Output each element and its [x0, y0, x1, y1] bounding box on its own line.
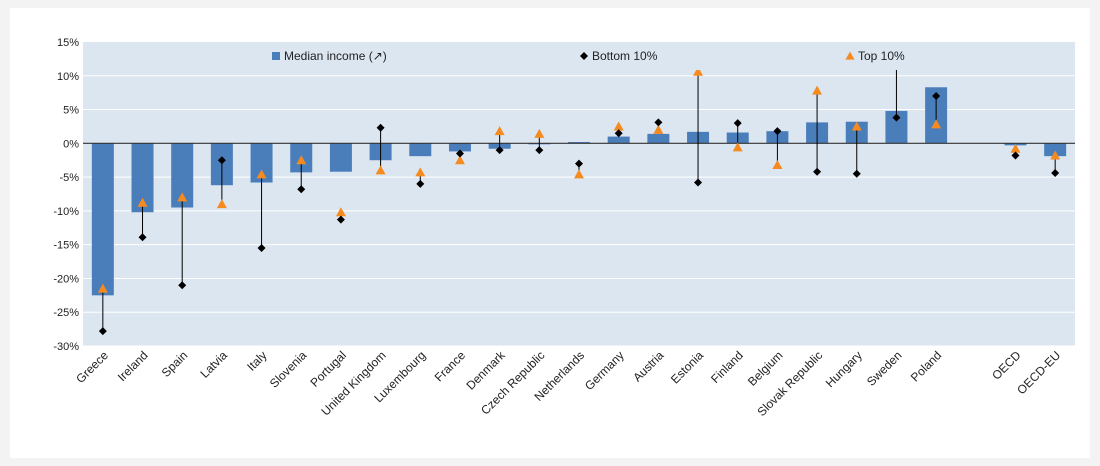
bar-median-income: [250, 143, 273, 183]
point-bottom-10: [892, 113, 901, 122]
point-top-10: [296, 155, 307, 165]
point-bottom-10: [654, 118, 663, 127]
point-top-10: [137, 197, 148, 207]
y-tick-label: -30%: [53, 341, 79, 353]
x-tick-label: France: [432, 348, 469, 385]
bar-median-income: [329, 143, 352, 172]
legend-label: Median income (↗): [284, 49, 387, 63]
x-tick-label: OECD-EU: [1014, 348, 1063, 397]
chart: 15% 10% 5% 0% -5% -10% -15% -20% -25% -30% Greece…: [53, 37, 1075, 419]
point-top-10: [851, 121, 862, 131]
legend-swatch-top-10: [845, 51, 855, 60]
point-bottom-10: [773, 127, 782, 136]
x-tick-label: Sweden: [864, 348, 905, 389]
bar-median-income: [91, 143, 114, 296]
point-bottom-10: [257, 244, 266, 253]
point-bottom-10: [535, 146, 544, 155]
point-top-10: [256, 169, 267, 179]
y-tick-label: -20%: [53, 273, 79, 285]
point-top-10: [1050, 150, 1061, 160]
point-bottom-10: [813, 167, 822, 176]
point-top-10: [1010, 143, 1021, 153]
point-bottom-10: [575, 159, 583, 168]
bar-median-income: [409, 143, 432, 157]
point-bottom-10: [1011, 151, 1020, 160]
y-tick-label: 10%: [57, 71, 79, 83]
y-tick-label: -15%: [53, 240, 79, 252]
y-tick-label: 15%: [57, 37, 79, 49]
point-bottom-10: [217, 156, 226, 165]
point-bottom-10: [297, 185, 306, 194]
legend-label: Bottom 10%: [592, 49, 658, 63]
point-bottom-10: [694, 178, 703, 187]
bar-median-income: [131, 143, 154, 213]
point-bottom-10: [614, 129, 623, 138]
x-tick-label: Latvia: [197, 348, 230, 381]
point-bottom-10: [932, 92, 941, 101]
x-tick-label: Poland: [908, 348, 944, 384]
point-top-10: [732, 142, 743, 152]
legend-swatch-median-income: [272, 52, 280, 60]
point-bottom-10: [336, 215, 345, 224]
x-tick-label: Estonia: [668, 348, 706, 386]
bar-median-income: [1044, 143, 1067, 157]
bar-median-income: [647, 133, 670, 144]
point-top-10: [97, 283, 108, 293]
point-top-10: [613, 121, 624, 131]
point-bottom-10: [733, 119, 742, 128]
x-tick-label: Slovenia: [267, 348, 310, 391]
x-tick-label: Germany: [582, 348, 627, 393]
point-top-10: [375, 165, 386, 175]
point-top-10: [216, 199, 227, 209]
y-tick-label: -25%: [53, 307, 79, 319]
point-bottom-10: [495, 146, 504, 155]
point-bottom-10: [1051, 169, 1060, 178]
y-tick-label: -10%: [53, 206, 79, 218]
bar-median-income: [885, 110, 908, 144]
legend-band: [83, 42, 1075, 70]
point-bottom-10: [98, 327, 107, 336]
point-top-10: [454, 155, 465, 165]
point-top-10: [494, 126, 505, 136]
legend-swatch-bottom-10: [580, 52, 588, 60]
x-tick-label: Finland: [708, 348, 746, 386]
x-tick-label: Austria: [630, 348, 667, 385]
y-tick-label: -5%: [59, 172, 79, 184]
x-tick-label: Greece: [73, 348, 111, 386]
point-top-10: [693, 66, 704, 76]
x-tick-label: Italy: [244, 348, 269, 373]
bar-median-income: [568, 141, 590, 144]
x-tick-label: OECD: [989, 348, 1024, 383]
point-top-10: [812, 85, 823, 95]
point-bottom-10: [138, 233, 147, 242]
chart-frame: 15% 10% 5% 0% -5% -10% -15% -20% -25% -30% Greece…: [10, 8, 1090, 458]
x-tick-label: Hungary: [823, 348, 865, 390]
point-bottom-10: [852, 169, 861, 178]
x-tick-label: Ireland: [115, 348, 151, 384]
point-top-10: [415, 167, 426, 177]
legend-label: Top 10%: [858, 49, 905, 63]
bar-median-income: [607, 136, 630, 144]
plot-area: [83, 42, 1075, 346]
point-bottom-10: [376, 123, 385, 132]
point-top-10: [177, 192, 188, 202]
point-top-10: [335, 207, 346, 217]
point-top-10: [574, 169, 584, 179]
x-tick-label: Spain: [159, 348, 191, 380]
point-top-10: [772, 159, 783, 169]
point-bottom-10: [416, 179, 425, 188]
point-bottom-10: [455, 149, 464, 158]
point-top-10: [931, 119, 942, 129]
point-bottom-10: [178, 281, 187, 290]
y-tick-label: 0%: [63, 138, 79, 150]
y-tick-label: 5%: [63, 105, 79, 117]
point-top-10: [534, 128, 545, 138]
bar-median-income: [171, 143, 194, 208]
point-top-10: [653, 124, 664, 134]
bar-median-income: [448, 143, 471, 152]
